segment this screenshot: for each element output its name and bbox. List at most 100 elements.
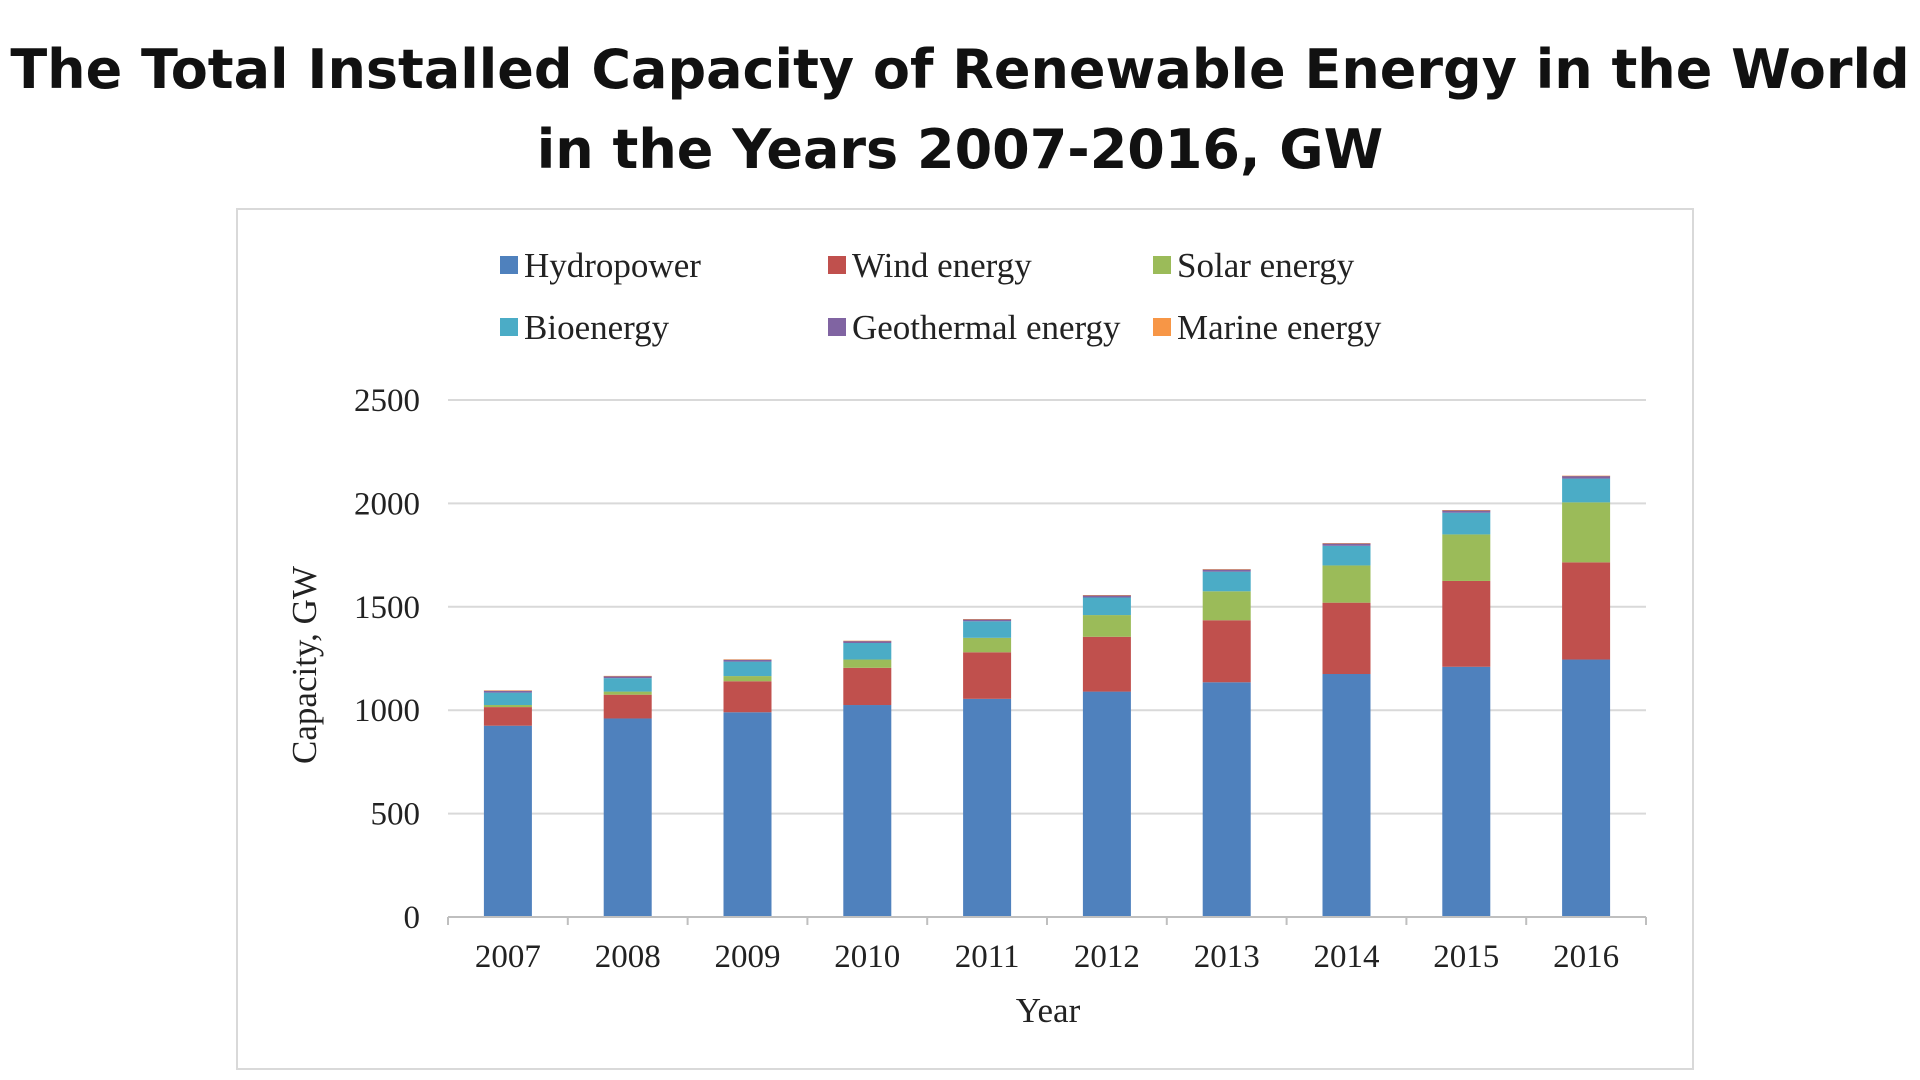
x-tick-label: 2011	[955, 939, 1020, 975]
bars	[483, 475, 1611, 917]
bar-solar-energy-2010	[843, 659, 892, 668]
bar-wind-energy-2007	[483, 707, 532, 726]
bar-marine-energy-2007	[483, 690, 532, 691]
bar-hydropower-2014	[1322, 674, 1371, 917]
bar-solar-energy-2014	[1322, 565, 1371, 603]
bar-bioenergy-2009	[723, 661, 772, 677]
bar-bioenergy-2016	[1562, 478, 1611, 503]
legend-label-geothermal-energy: Geothermal energy	[852, 308, 1121, 347]
bar-wind-energy-2012	[1082, 636, 1131, 692]
bar-wind-energy-2014	[1322, 602, 1371, 675]
bar-bioenergy-2010	[843, 642, 892, 660]
page-title-line-2: in the Years 2007-2016, GW	[536, 118, 1384, 181]
x-tick-label: 2016	[1553, 939, 1619, 975]
bar-solar-energy-2007	[483, 705, 532, 708]
bar-wind-energy-2013	[1202, 620, 1251, 683]
bar-marine-energy-2016	[1562, 475, 1611, 477]
bar-geothermal-energy-2011	[963, 619, 1012, 622]
bar-geothermal-energy-2008	[603, 676, 652, 679]
bar-wind-energy-2010	[843, 667, 892, 706]
page-title: The Total Installed Capacity of Renewabl…	[0, 30, 1920, 190]
legend-label-bioenergy: Bioenergy	[524, 308, 670, 347]
y-tick-label: 1500	[354, 590, 420, 626]
x-tick-labels: 2007 2008 2009 2010 2011 2012 2013 2014 2015 2016	[475, 939, 1619, 975]
legend-swatch-hydropower	[500, 256, 518, 274]
y-tick-label: 500	[371, 797, 421, 833]
x-tick-label: 2010	[834, 939, 900, 975]
bar-bioenergy-2013	[1202, 571, 1251, 592]
y-tick-labels: 0 500 1000 1500 2000 2500	[354, 383, 420, 936]
bar-hydropower-2010	[843, 705, 892, 917]
bar-marine-energy-2013	[1202, 569, 1251, 570]
x-tick-label: 2015	[1433, 939, 1499, 975]
bar-solar-energy-2015	[1442, 534, 1491, 581]
bar-wind-energy-2011	[963, 652, 1012, 699]
bar-hydropower-2015	[1442, 666, 1491, 917]
x-tick-label: 2014	[1314, 939, 1380, 975]
bar-marine-energy-2012	[1082, 595, 1131, 596]
bar-geothermal-energy-2007	[483, 690, 532, 693]
bar-marine-energy-2015	[1442, 510, 1491, 511]
bar-bioenergy-2012	[1082, 597, 1131, 616]
bar-hydropower-2011	[963, 698, 1012, 917]
bar-solar-energy-2012	[1082, 615, 1131, 637]
x-tick-label: 2012	[1074, 939, 1140, 975]
y-tick-label: 2500	[354, 383, 420, 419]
x-tick-label: 2007	[475, 939, 541, 975]
y-tick-label: 1000	[354, 693, 420, 729]
chart-legend: Hydropower Wind energy Solar energy Bioener…	[500, 246, 1382, 347]
bar-marine-energy-2008	[603, 675, 652, 677]
bar-solar-energy-2016	[1562, 502, 1611, 563]
legend-label-wind-energy: Wind energy	[852, 246, 1032, 285]
bar-marine-energy-2010	[843, 640, 892, 642]
bar-geothermal-energy-2016	[1562, 475, 1611, 479]
bar-wind-energy-2016	[1562, 562, 1611, 660]
y-axis-title: Capacity, GW	[285, 566, 324, 764]
bar-wind-energy-2009	[723, 681, 772, 713]
bar-solar-energy-2013	[1202, 591, 1251, 621]
bar-hydropower-2008	[603, 718, 652, 917]
legend-swatch-wind-energy	[828, 256, 846, 274]
bar-geothermal-energy-2012	[1082, 595, 1131, 598]
bar-bioenergy-2014	[1322, 545, 1371, 566]
legend-label-hydropower: Hydropower	[524, 246, 701, 285]
bar-hydropower-2007	[483, 725, 532, 917]
chart-frame: Hydropower Wind energy Solar energy Bioener…	[236, 208, 1694, 1070]
bar-marine-energy-2011	[963, 619, 1012, 620]
bar-geothermal-energy-2015	[1442, 510, 1491, 513]
legend-swatch-solar-energy	[1153, 256, 1171, 274]
legend-swatch-bioenergy	[500, 318, 518, 336]
bar-wind-energy-2015	[1442, 580, 1491, 667]
bar-solar-energy-2009	[723, 676, 772, 682]
x-tick-label: 2008	[595, 939, 661, 975]
x-tick-label: 2009	[715, 939, 781, 975]
y-tick-label: 0	[404, 900, 421, 936]
bar-wind-energy-2008	[603, 694, 652, 719]
x-tick-label: 2013	[1194, 939, 1260, 975]
x-axis-title: Year	[1016, 991, 1081, 1030]
stacked-bar-chart: Hydropower Wind energy Solar energy Bioener…	[285, 246, 1647, 1030]
legend-label-marine-energy: Marine energy	[1177, 308, 1382, 347]
bar-hydropower-2012	[1082, 691, 1131, 917]
bar-bioenergy-2011	[963, 621, 1012, 638]
bar-marine-energy-2009	[723, 659, 772, 660]
bar-geothermal-energy-2009	[723, 659, 772, 662]
bar-solar-energy-2008	[603, 691, 652, 695]
legend-label-solar-energy: Solar energy	[1177, 246, 1355, 285]
bar-geothermal-energy-2014	[1322, 543, 1371, 546]
bar-geothermal-energy-2013	[1202, 569, 1251, 572]
axes	[447, 916, 1647, 925]
bar-hydropower-2016	[1562, 659, 1611, 917]
bar-bioenergy-2015	[1442, 512, 1491, 535]
bar-hydropower-2009	[723, 712, 772, 917]
bar-bioenergy-2008	[603, 678, 652, 692]
bar-solar-energy-2011	[963, 637, 1012, 653]
legend-swatch-geothermal-energy	[828, 318, 846, 336]
page-title-line-1: The Total Installed Capacity of Renewabl…	[10, 38, 1910, 101]
bar-geothermal-energy-2010	[843, 640, 892, 643]
y-tick-label: 2000	[354, 486, 420, 522]
legend-swatch-marine-energy	[1153, 318, 1171, 336]
bar-hydropower-2013	[1202, 682, 1251, 917]
bar-bioenergy-2007	[483, 692, 532, 706]
bar-marine-energy-2014	[1322, 543, 1371, 544]
